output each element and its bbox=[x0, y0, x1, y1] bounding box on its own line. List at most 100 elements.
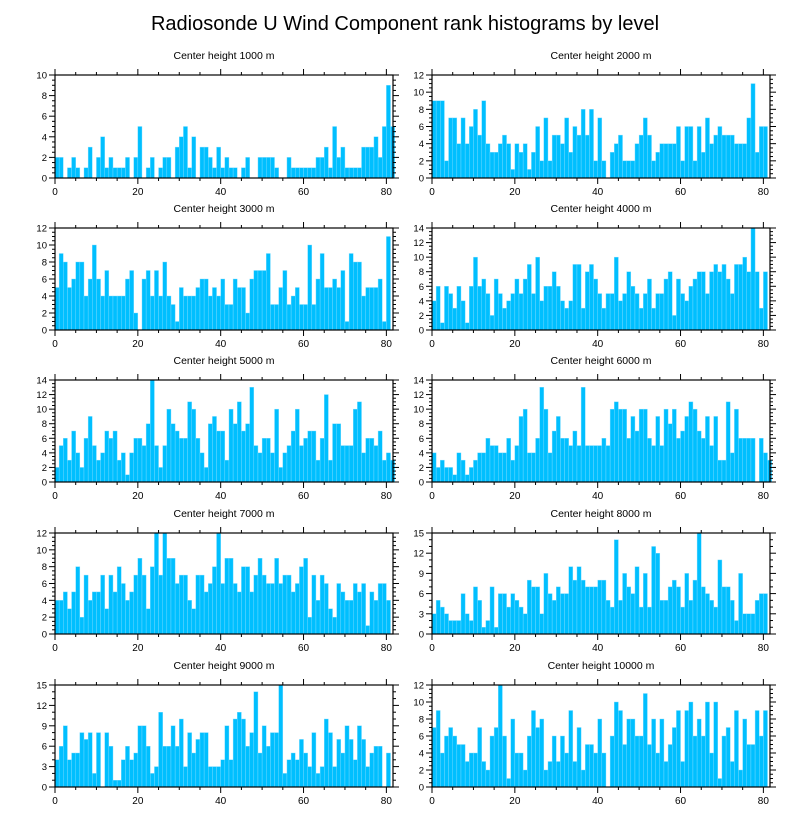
histogram-bar bbox=[220, 759, 226, 788]
figure-title: Radiosonde U Wind Component rank histogr… bbox=[151, 13, 659, 35]
histogram-bar bbox=[489, 315, 495, 331]
x-tick-label: 0 bbox=[52, 643, 58, 654]
histogram-bar bbox=[701, 152, 706, 179]
histogram-bar bbox=[369, 752, 375, 788]
histogram-bar bbox=[63, 591, 68, 635]
histogram-bar bbox=[154, 270, 159, 331]
histogram-bar bbox=[261, 157, 267, 179]
y-tick-label: 2 bbox=[419, 463, 424, 474]
histogram-bar bbox=[67, 759, 72, 788]
histogram-bar bbox=[556, 586, 561, 635]
histogram-bar bbox=[688, 701, 694, 788]
histogram-bar bbox=[759, 735, 764, 788]
histogram-bar bbox=[717, 459, 723, 483]
histogram-bar bbox=[506, 438, 511, 483]
histogram-bar bbox=[270, 583, 275, 635]
histogram-panel: Center height 2000 m 0 20 40 60 80 0 2 4 6 8 10 12 bbox=[413, 50, 776, 198]
histogram-bar bbox=[282, 452, 288, 483]
histogram-bar bbox=[431, 100, 437, 179]
x-tick-label: 60 bbox=[675, 187, 687, 198]
histogram-bar bbox=[228, 759, 234, 788]
histogram-bar bbox=[473, 586, 478, 635]
histogram-bar bbox=[547, 160, 553, 179]
histogram-bar bbox=[83, 574, 89, 635]
y-tick-label: 10 bbox=[413, 253, 424, 264]
histogram-bar bbox=[643, 693, 648, 788]
histogram-bar bbox=[759, 126, 764, 179]
histogram-bar bbox=[249, 732, 255, 788]
histogram-bar bbox=[365, 438, 371, 483]
histogram-bar bbox=[154, 766, 159, 788]
y-tick-label: 12 bbox=[413, 71, 424, 82]
histogram-bar bbox=[676, 710, 681, 788]
histogram-bar bbox=[75, 261, 81, 331]
histogram-bar bbox=[125, 600, 130, 635]
histogram-bar bbox=[754, 152, 760, 179]
histogram-bar bbox=[199, 452, 205, 483]
histogram-bar bbox=[270, 732, 275, 788]
x-tick-label: 20 bbox=[132, 187, 144, 198]
histogram-bar bbox=[311, 574, 317, 635]
histogram-bar bbox=[444, 286, 449, 331]
histogram-bar bbox=[518, 606, 524, 635]
histogram-bar bbox=[568, 300, 574, 331]
histogram-bar bbox=[440, 459, 445, 483]
histogram-bar bbox=[473, 752, 478, 788]
histogram-bar bbox=[191, 608, 197, 635]
plot-frame bbox=[431, 532, 771, 635]
histogram-bar bbox=[593, 160, 598, 179]
histogram-bar bbox=[514, 445, 520, 483]
histogram-bar bbox=[220, 430, 226, 483]
histogram-bar bbox=[684, 126, 690, 179]
histogram-bar bbox=[253, 445, 259, 483]
x-tick-label: 60 bbox=[675, 339, 687, 350]
histogram-bar bbox=[145, 270, 151, 331]
histogram-bar bbox=[763, 710, 768, 788]
histogram-bar bbox=[630, 286, 636, 331]
y-tick-label: 0 bbox=[419, 630, 424, 641]
histogram-bar bbox=[232, 583, 238, 635]
histogram-bar bbox=[676, 278, 681, 331]
histogram-bar bbox=[597, 117, 603, 179]
histogram-bar bbox=[580, 109, 586, 179]
histogram-bar bbox=[63, 438, 68, 483]
histogram-bar bbox=[568, 566, 574, 635]
histogram-bar bbox=[79, 467, 85, 483]
histogram-bar bbox=[456, 620, 462, 635]
histogram-bar bbox=[556, 761, 561, 788]
histogram-bar bbox=[746, 613, 752, 635]
y-tick-label: 12 bbox=[36, 224, 47, 235]
histogram-bar bbox=[54, 157, 60, 179]
histogram-bar bbox=[369, 438, 375, 483]
histogram-bar bbox=[307, 430, 313, 483]
histogram-bar bbox=[348, 600, 354, 635]
histogram-bar bbox=[241, 566, 246, 635]
histogram-bar bbox=[547, 593, 553, 635]
histogram-bar bbox=[547, 761, 553, 788]
histogram-bar bbox=[709, 445, 714, 483]
y-tick-label: 9 bbox=[42, 721, 47, 732]
histogram-bar bbox=[357, 591, 362, 635]
panel-title: Center height 7000 m bbox=[174, 508, 275, 520]
histogram-bar bbox=[564, 117, 569, 179]
histogram-bar bbox=[456, 744, 462, 788]
histogram-panel: Center height 9000 m 0 20 40 60 80 0 3 6 9 12 15 bbox=[36, 660, 399, 807]
histogram-bar bbox=[593, 278, 598, 331]
histogram-bar bbox=[576, 727, 582, 788]
histogram-bar bbox=[373, 287, 379, 331]
histogram-bar bbox=[365, 766, 371, 788]
histogram-bar bbox=[692, 735, 698, 788]
histogram-bar bbox=[311, 732, 317, 788]
histogram-bar bbox=[705, 293, 710, 331]
histogram-bar bbox=[112, 430, 118, 483]
histogram-bar bbox=[473, 256, 478, 331]
x-tick-label: 60 bbox=[675, 796, 687, 807]
histogram-bar bbox=[241, 167, 246, 179]
histogram-bar bbox=[87, 416, 93, 483]
histogram-bar bbox=[158, 167, 163, 179]
histogram-bar bbox=[150, 566, 155, 635]
histogram-bar bbox=[464, 322, 470, 331]
histogram-bar bbox=[717, 778, 723, 788]
y-tick-label: 2 bbox=[42, 463, 47, 474]
histogram-bar bbox=[477, 600, 482, 635]
